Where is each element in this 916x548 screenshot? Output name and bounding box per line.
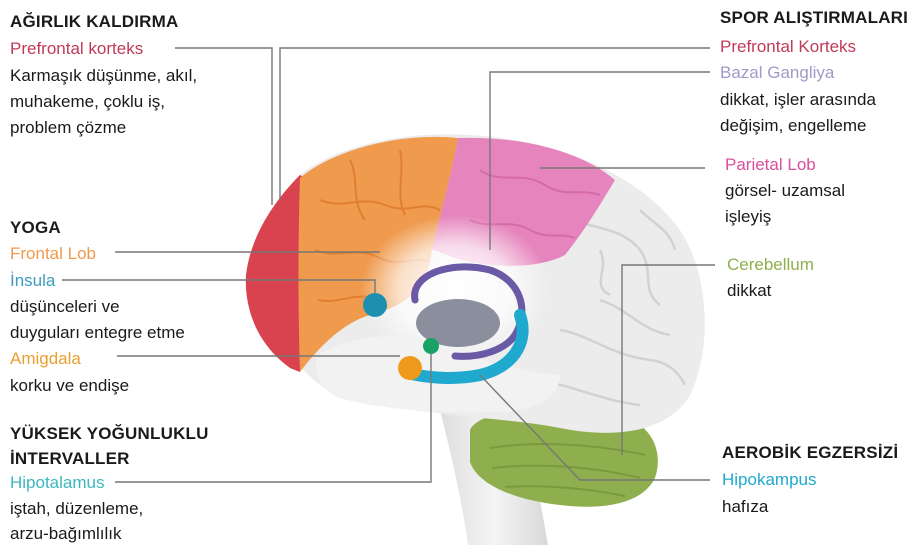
insula-desc-line: düşünceleri ve — [10, 297, 120, 316]
hypothalamus-label: Hipotalamus — [10, 473, 105, 492]
amygdala-label: Amigdala — [10, 349, 81, 368]
weight-heading: AĞIRLIK KALDIRMA — [10, 12, 179, 31]
basal-gangliya-label: Bazal Gangliya — [720, 63, 835, 82]
hypothalamus-region — [423, 338, 439, 354]
weight-desc-line: problem çözme — [10, 118, 127, 137]
aerobic-heading: AEROBİK EGZERSİZİ — [722, 443, 899, 462]
frontal-lob-label: Frontal Lob — [10, 244, 96, 263]
cerebellum-region — [470, 410, 658, 507]
amygdala-region — [398, 356, 422, 380]
prefrontal-korteks-label: Prefrontal Korteks — [720, 37, 857, 56]
insula-label: İnsula — [10, 271, 56, 290]
cerebellum-desc-line: dikkat — [727, 281, 772, 300]
weight-desc-line: muhakeme, çoklu iş, — [10, 92, 165, 111]
leader-lines — [62, 47, 715, 483]
hiit-heading: YÜKSEK YOĞUNLUKLU — [10, 424, 209, 443]
amygdala-desc-line: korku ve endişe — [10, 376, 130, 395]
sport-desc-line: dikkat, işler arasında — [720, 90, 876, 109]
parietal-desc-line: görsel- uzamsal — [725, 181, 845, 200]
cerebellum-label: Cerebellum — [727, 255, 814, 274]
yoga-heading: YOGA — [10, 218, 61, 237]
hiit-heading-line2: İNTERVALLER — [10, 449, 130, 468]
sport-heading: SPOR ALIŞTIRMALARI — [720, 8, 909, 27]
hypothalamus-desc-line: iştah, düzenleme, — [10, 499, 144, 518]
parietal-lob-label: Parietal Lob — [725, 155, 816, 174]
caudate-arc — [411, 263, 526, 360]
basal-ganglia — [416, 299, 500, 347]
hipokampus-label: Hipokampus — [722, 470, 817, 489]
parietal-desc-line: işleyiş — [725, 207, 772, 226]
weight-region-label: Prefrontal korteks — [10, 39, 144, 58]
hypothalamus-desc-line: arzu-bağımlılık — [10, 524, 122, 543]
insula-desc-line: duyguları entegre etme — [10, 323, 185, 342]
weight-desc-line: Karmaşık düşünme, akıl, — [10, 66, 198, 85]
sport-desc-line: değişim, engelleme — [720, 116, 867, 135]
insula-region — [363, 293, 387, 317]
hipokampus-desc-line: hafıza — [722, 497, 769, 516]
